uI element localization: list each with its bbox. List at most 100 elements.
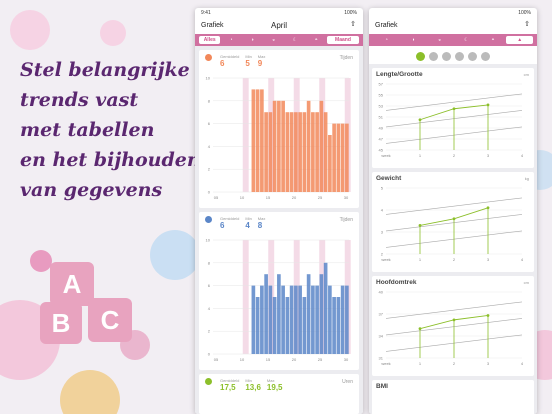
bmi-chart-card[interactable]: BMI — [372, 380, 534, 414]
bar — [315, 112, 319, 192]
nav-bar: Grafiek April ⇧ — [195, 18, 363, 34]
height-icon[interactable] — [481, 52, 490, 61]
bottle-icon — [205, 54, 212, 61]
chart-unit: cm — [523, 280, 529, 285]
bar — [302, 297, 307, 354]
tab-icon[interactable]: ◓ — [491, 37, 495, 43]
growth-icon[interactable] — [416, 52, 425, 61]
tab-maand[interactable]: Maand — [326, 36, 359, 44]
block-letter-c: C — [88, 298, 132, 342]
pump-icon — [205, 216, 212, 223]
stat-label: Min — [245, 378, 252, 383]
y-tick-label: 4 — [208, 306, 211, 311]
share-icon[interactable]: ⇧ — [524, 21, 530, 28]
food-icon[interactable]: ◓ — [314, 37, 318, 43]
x-tick-label: 1 — [419, 153, 422, 158]
stat-value: 9 — [257, 59, 263, 68]
tab-icon[interactable]: ☾ — [464, 37, 469, 43]
back-button[interactable]: Grafiek — [201, 22, 224, 29]
x-tick-label: 2 — [453, 257, 456, 262]
tab-icon[interactable]: ◒ — [438, 37, 442, 43]
stats-row: Gemiddeld 6 Min 5 Max 9 — [205, 54, 265, 68]
bar — [336, 123, 341, 192]
bar — [281, 285, 285, 354]
feeding-card[interactable]: Gemiddeld 6 Min 5 Max 9 Tijden 10 8 6 4 2 0 05 10 1… — [199, 50, 359, 208]
bar — [302, 112, 307, 192]
stat-label: Min — [245, 54, 252, 59]
x-tick-label: 15 — [266, 195, 271, 200]
y-tick-label: 5 — [381, 186, 384, 191]
x-tick-label: 10 — [240, 195, 245, 200]
category-tabs: Alles ◔ ◑ ◒ ☾ ◓ Maand — [195, 34, 363, 46]
y-tick-label: 31 — [379, 356, 384, 361]
chart-unit: kg — [524, 176, 529, 181]
bar — [255, 297, 260, 354]
y-tick-label: 57 — [379, 82, 384, 87]
y-tick-label: 49 — [379, 126, 384, 131]
bar — [328, 135, 332, 192]
y-tick-label: 2 — [208, 329, 211, 334]
bar — [328, 285, 332, 354]
head-icon[interactable] — [442, 52, 451, 61]
bar — [345, 123, 349, 192]
tab-growth[interactable]: ▲ — [506, 36, 534, 44]
back-button[interactable]: Grafiek — [375, 22, 398, 29]
chart-unit: cm — [523, 72, 529, 77]
stat-value: 4 — [245, 221, 250, 230]
bmi-icon[interactable] — [455, 52, 464, 61]
stat-label: Gemiddeld — [220, 216, 240, 221]
bar — [277, 100, 281, 192]
stat-value: 6 — [220, 59, 225, 68]
x-tick-label: 20 — [292, 357, 297, 362]
pump-icon[interactable]: ◑ — [250, 37, 254, 43]
sleep-card[interactable]: Gemiddeld 17,5 Min 13,6 Max 19,5 Uren — [199, 374, 359, 414]
left-screen: 9:41 100% Grafiek April ⇧ Alles ◔ ◑ ◒ ☾ … — [195, 8, 363, 414]
tab-icon[interactable]: ◑ — [411, 37, 415, 43]
bar — [332, 123, 336, 192]
chart-title: Gewicht — [376, 175, 402, 182]
card-list: Gemiddeld 6 Min 5 Max 9 Tijden 10 8 6 4 2 0 05 10 1… — [195, 46, 363, 414]
bg-circle — [30, 250, 52, 272]
y-tick-label: 55 — [379, 93, 384, 98]
tab-alles[interactable]: Alles — [199, 36, 221, 44]
temperature-icon[interactable] — [468, 52, 477, 61]
bg-circle — [10, 10, 50, 50]
bg-circle — [150, 230, 200, 280]
bar — [289, 285, 294, 354]
status-time: 9:41 — [201, 10, 211, 16]
y-tick-label: 53 — [379, 104, 384, 109]
x-tick-label: 2 — [453, 361, 456, 366]
tab-icon[interactable]: ◔ — [384, 37, 388, 43]
bar — [306, 100, 311, 192]
sleep-icon[interactable]: ☾ — [292, 37, 298, 43]
pumping-card[interactable]: Gemiddeld 6 Min 4 Max 8 Tijden 10 8 6 4 2 0 05 10 1… — [199, 212, 359, 370]
block-letter-b: B — [40, 302, 82, 344]
x-tick-label: week — [381, 153, 390, 158]
y-tick-label: 3 — [381, 230, 384, 235]
bottle-icon[interactable]: ◔ — [229, 37, 233, 43]
bar — [285, 112, 290, 192]
x-tick-label: 15 — [266, 357, 271, 362]
weight-chart-card[interactable]: Gewicht kg 5 4 3 2 week 1 2 3 4 — [372, 172, 534, 272]
y-tick-label: 8 — [208, 98, 211, 103]
promo-text: Stel belangrijke trends vast met tabelle… — [20, 55, 201, 205]
series-line — [419, 207, 489, 226]
length-chart-card[interactable]: Lengte/Grootte cm 57 55 53 51 49 47 45 week 1 2 3 4 — [372, 68, 534, 168]
x-tick-label: 30 — [344, 357, 349, 362]
percentile-curve — [385, 301, 523, 319]
share-icon[interactable]: ⇧ — [350, 21, 356, 28]
head-chart-card[interactable]: Hoofdomtrek cm 40 37 34 31 week 1 2 3 4 — [372, 276, 534, 376]
weight-icon[interactable] — [429, 52, 438, 61]
diaper-icon[interactable]: ◒ — [272, 37, 276, 43]
chart-title: BMI — [376, 383, 388, 390]
stat-label: Min — [245, 216, 252, 221]
bar — [272, 100, 277, 192]
stats-row: Gemiddeld 17,5 Min 13,6 Max 19,5 — [205, 378, 283, 392]
stat-label: Max — [266, 378, 275, 383]
stat-label: Max — [257, 54, 266, 59]
y-tick-label: 6 — [208, 283, 211, 288]
y-tick-label: 4 — [381, 208, 384, 213]
